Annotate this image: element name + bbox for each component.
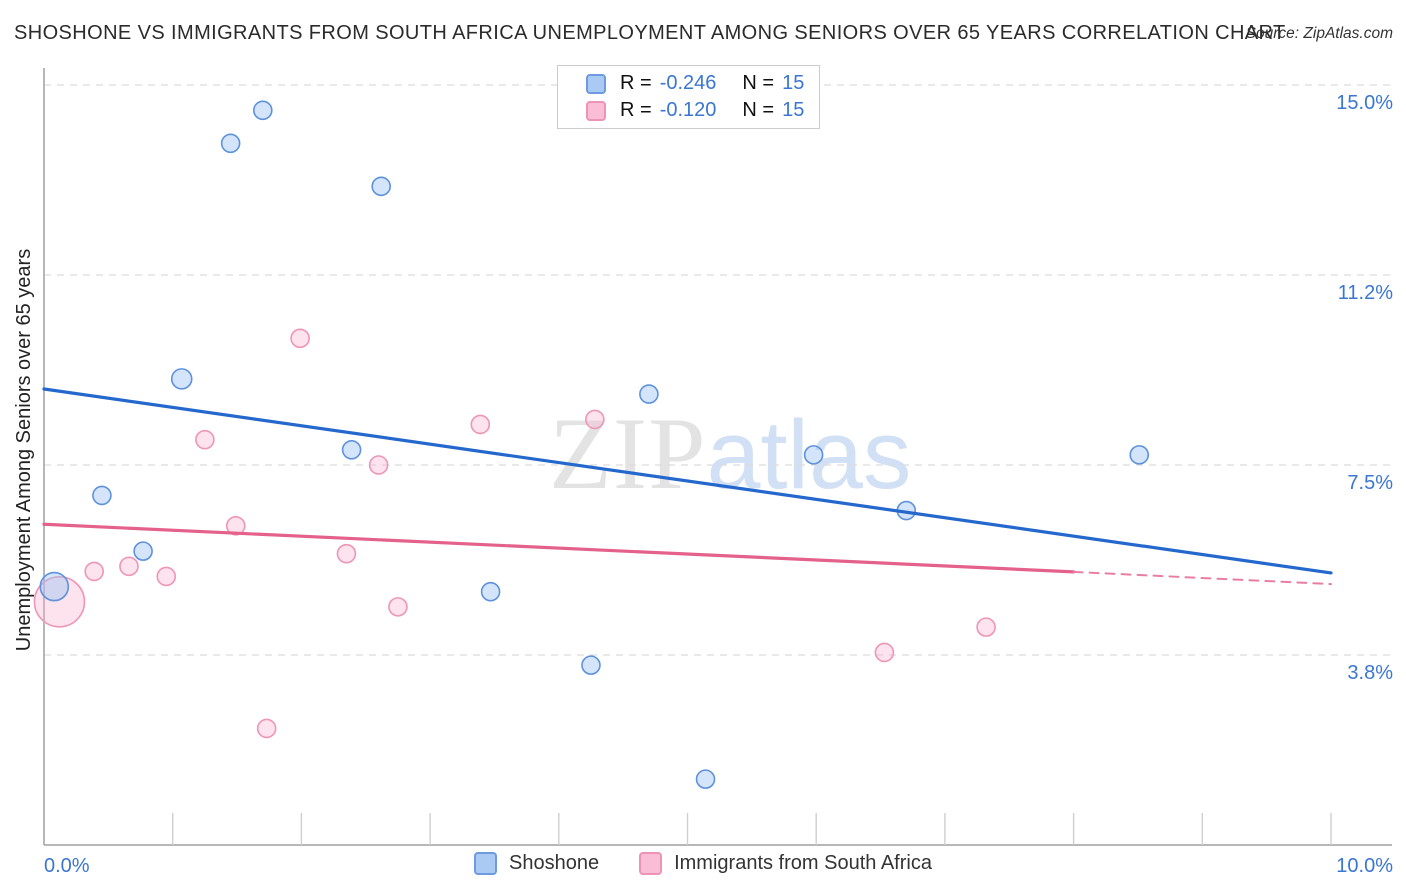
- r-value: -0.120: [659, 99, 717, 121]
- x-axis-tick-label: 0.0%: [44, 855, 90, 877]
- immigrants-swatch-icon: [639, 852, 663, 875]
- zipatlas-watermark: ZIPatlas: [549, 403, 911, 506]
- trendline-immigrants: [42, 522, 1076, 574]
- scatter-point-shoshone: [1129, 445, 1150, 465]
- shoshone-swatch-icon: [474, 852, 498, 875]
- n-label: N =: [742, 99, 775, 121]
- scatter-point-shoshone: [581, 655, 601, 675]
- scatter-point-immigrants: [195, 429, 215, 450]
- page-title: SHOSHONE VS IMMIGRANTS FROM SOUTH AFRICA…: [14, 22, 1286, 44]
- legend-item-label: Shoshone: [509, 852, 600, 874]
- y-axis-tick-label: 7.5%: [1347, 472, 1393, 494]
- r-label: R =: [620, 72, 652, 94]
- scatter-point-shoshone: [170, 368, 193, 390]
- scatter-point-shoshone: [220, 133, 241, 154]
- watermark-zip-text: ZIP: [549, 397, 707, 511]
- scatter-point-shoshone: [480, 581, 501, 602]
- n-value: 15: [782, 99, 805, 121]
- scatter-point-immigrants: [290, 328, 310, 349]
- scatter-point-immigrants: [336, 543, 357, 564]
- scatter-point-immigrants: [368, 455, 389, 475]
- scatter-point-immigrants: [256, 718, 277, 739]
- scatter-point-immigrants: [585, 409, 605, 430]
- scatter-point-shoshone: [639, 384, 659, 404]
- y-axis-tick-label: 11.2%: [1337, 282, 1393, 304]
- shoshone-swatch-icon: [586, 73, 606, 94]
- scatter-point-shoshone: [252, 100, 273, 121]
- immigrants-swatch-icon: [586, 100, 606, 121]
- legend-row-immigrants: R = -0.120 N = 15: [586, 99, 819, 122]
- scatter-point-shoshone: [39, 571, 70, 602]
- trendline-shoshone: [42, 387, 1333, 575]
- watermark-atlas-text: atlas: [706, 400, 912, 509]
- scatter-point-immigrants: [976, 617, 996, 637]
- legend-item-immigrants[interactable]: Immigrants from South Africa: [639, 852, 932, 875]
- series-legend: Shoshone Immigrants from South Africa: [0, 852, 1406, 875]
- scatter-point-shoshone: [695, 769, 716, 789]
- correlation-legend-box: R = -0.246 N = 15 R = -0.120 N = 15: [557, 65, 820, 129]
- scatter-point-immigrants: [156, 566, 177, 587]
- n-label: N =: [742, 72, 775, 94]
- y-axis-tick-label: 3.8%: [1347, 662, 1393, 684]
- r-value: -0.246: [659, 72, 717, 94]
- n-value: 15: [782, 72, 805, 94]
- legend-row-shoshone: R = -0.246 N = 15: [586, 72, 819, 95]
- trendline-immigrants-dashed: [1072, 570, 1332, 586]
- x-axis-tick-label: 10.0%: [1336, 855, 1393, 877]
- legend-item-shoshone[interactable]: Shoshone: [474, 852, 599, 875]
- scatter-point-shoshone: [133, 541, 153, 561]
- scatter-point-shoshone: [803, 445, 824, 465]
- scatter-point-shoshone: [371, 176, 391, 197]
- scatter-point-immigrants: [225, 515, 246, 536]
- scatter-point-immigrants: [119, 556, 139, 577]
- legend-item-label: Immigrants from South Africa: [674, 852, 932, 874]
- scatter-point-shoshone: [341, 439, 362, 460]
- source-attribution: Source: ZipAtlas.com: [1245, 25, 1393, 42]
- scatter-point-immigrants: [84, 561, 104, 582]
- scatter-point-immigrants: [874, 642, 895, 663]
- scatter-point-immigrants: [33, 575, 86, 628]
- scatter-point-immigrants: [388, 597, 408, 617]
- y-axis-tick-label: 15.0%: [1336, 92, 1393, 114]
- r-label: R =: [620, 99, 652, 121]
- scatter-point-shoshone: [92, 485, 112, 506]
- scatter-point-immigrants: [470, 414, 491, 435]
